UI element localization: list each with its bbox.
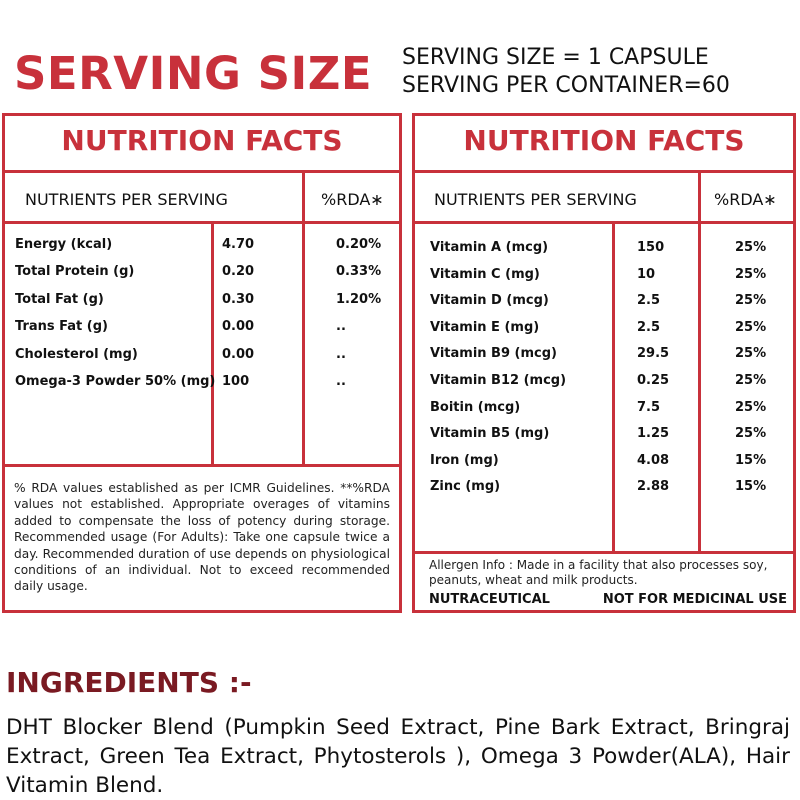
nutrient-name: Trans Fat (g) xyxy=(15,319,108,335)
nutrient-name: Vitamin D (mcg) xyxy=(430,293,549,309)
nutrition-facts-panel-right: NUTRITION FACTS NUTRIENTS PER SERVING %R… xyxy=(412,113,796,613)
divider xyxy=(698,170,701,224)
not-for-medicinal-use-label: NOT FOR MEDICINAL USE xyxy=(602,592,787,607)
nutrient-name: Vitamin A (mcg) xyxy=(430,240,549,255)
serving-size-title: SERVING SIZE xyxy=(14,47,373,100)
nutrient-rda: 25% xyxy=(735,319,767,335)
nutrient-value: 7.5 xyxy=(637,399,661,415)
nutrient-value: 0.00 xyxy=(222,346,255,362)
nutrient-value: 150 xyxy=(637,240,665,255)
nutrient-rda: 15% xyxy=(735,452,767,468)
nutraceutical-label: NUTRACEUTICAL xyxy=(429,592,550,607)
nutrient-value: 4.70 xyxy=(222,237,255,252)
divider xyxy=(302,221,305,464)
nutrient-rda: 25% xyxy=(735,266,767,282)
nutrient-value: 100 xyxy=(222,374,250,389)
nutrient-rda: .. xyxy=(336,374,346,389)
nutrient-name: Vitamin B12 (mcg) xyxy=(430,373,567,388)
nutrient-rda: 25% xyxy=(735,399,767,415)
divider xyxy=(698,221,701,551)
nutrient-name: Total Protein (g) xyxy=(15,264,135,280)
nutrient-rda: 25% xyxy=(735,346,767,362)
divider xyxy=(5,221,399,224)
serving-size-line: SERVING SIZE = 1 CAPSULE xyxy=(402,45,709,70)
nutrient-name: Vitamin B9 (mcg) xyxy=(430,346,557,362)
nutrient-value: 0.00 xyxy=(222,319,255,335)
nutrient-rda: 0.33% xyxy=(336,264,382,280)
divider xyxy=(415,221,793,224)
nutrient-name: Zinc (mg) xyxy=(430,479,501,495)
col-header-rda: %RDA∗ xyxy=(321,190,384,209)
panel-title: NUTRITION FACTS xyxy=(61,124,343,157)
nutrient-name: Vitamin B5 (mg) xyxy=(430,426,550,442)
col-header-nutrients: NUTRIENTS PER SERVING xyxy=(25,190,228,209)
nutrient-name: Omega-3 Powder 50% (mg) xyxy=(15,374,216,389)
col-header-nutrients: NUTRIENTS PER SERVING xyxy=(434,190,637,209)
nutrient-name: Total Fat (g) xyxy=(15,291,104,307)
nutrient-value: 4.08 xyxy=(637,452,670,468)
nutrient-value: 10 xyxy=(637,266,656,282)
divider xyxy=(5,170,399,173)
col-header-rda: %RDA∗ xyxy=(714,190,777,209)
ingredients-title: INGREDIENTS :- xyxy=(6,666,252,699)
nutrient-rda: 25% xyxy=(735,426,767,442)
divider xyxy=(612,221,615,551)
nutrient-name: Energy (kcal) xyxy=(15,237,113,252)
nutrient-value: 0.30 xyxy=(222,291,255,307)
divider xyxy=(415,551,793,554)
nutrient-value: 2.5 xyxy=(637,319,661,335)
divider xyxy=(415,170,793,173)
ingredients-text: DHT Blocker Blend (Pumpkin Seed Extract,… xyxy=(6,715,790,798)
divider xyxy=(211,221,214,464)
nutrient-value: 0.20 xyxy=(222,264,255,280)
panel-title: NUTRITION FACTS xyxy=(463,124,745,157)
nutrient-rda: 0.20% xyxy=(336,237,382,252)
nutrient-name: Vitamin C (mg) xyxy=(430,266,540,282)
nutrient-value: 2.5 xyxy=(637,293,661,309)
nutrient-rda: 15% xyxy=(735,479,767,495)
serving-info: SERVING SIZE = 1 CAPSULE SERVING PER CON… xyxy=(402,44,730,100)
rda-footnote: % RDA values established as per ICMR Gui… xyxy=(14,481,390,594)
nutrient-rda: 25% xyxy=(735,373,767,388)
nutrient-name: Vitamin E (mg) xyxy=(430,319,540,335)
divider xyxy=(5,464,399,467)
nutrient-rda: .. xyxy=(336,346,346,362)
nutrient-value: 0.25 xyxy=(637,373,670,388)
serving-per-container-line: SERVING PER CONTAINER=60 xyxy=(402,73,730,98)
nutrient-name: Iron (mg) xyxy=(430,452,499,468)
nutrient-value: 29.5 xyxy=(637,346,670,362)
allergen-info: Allergen Info : Made in a facility that … xyxy=(429,558,768,587)
nutrient-rda: 25% xyxy=(735,240,767,255)
divider xyxy=(302,170,305,224)
nutrient-value: 1.25 xyxy=(637,426,670,442)
nutrient-value: 2.88 xyxy=(637,479,670,495)
nutrient-rda: 25% xyxy=(735,293,767,309)
nutrient-name: Cholesterol (mg) xyxy=(15,346,138,362)
nutrient-name: Boitin (mcg) xyxy=(430,399,521,415)
nutrient-rda: 1.20% xyxy=(336,291,382,307)
nutrient-rda: .. xyxy=(336,319,346,335)
nutrition-facts-panel-left: NUTRITION FACTS NUTRIENTS PER SERVING %R… xyxy=(2,113,402,613)
